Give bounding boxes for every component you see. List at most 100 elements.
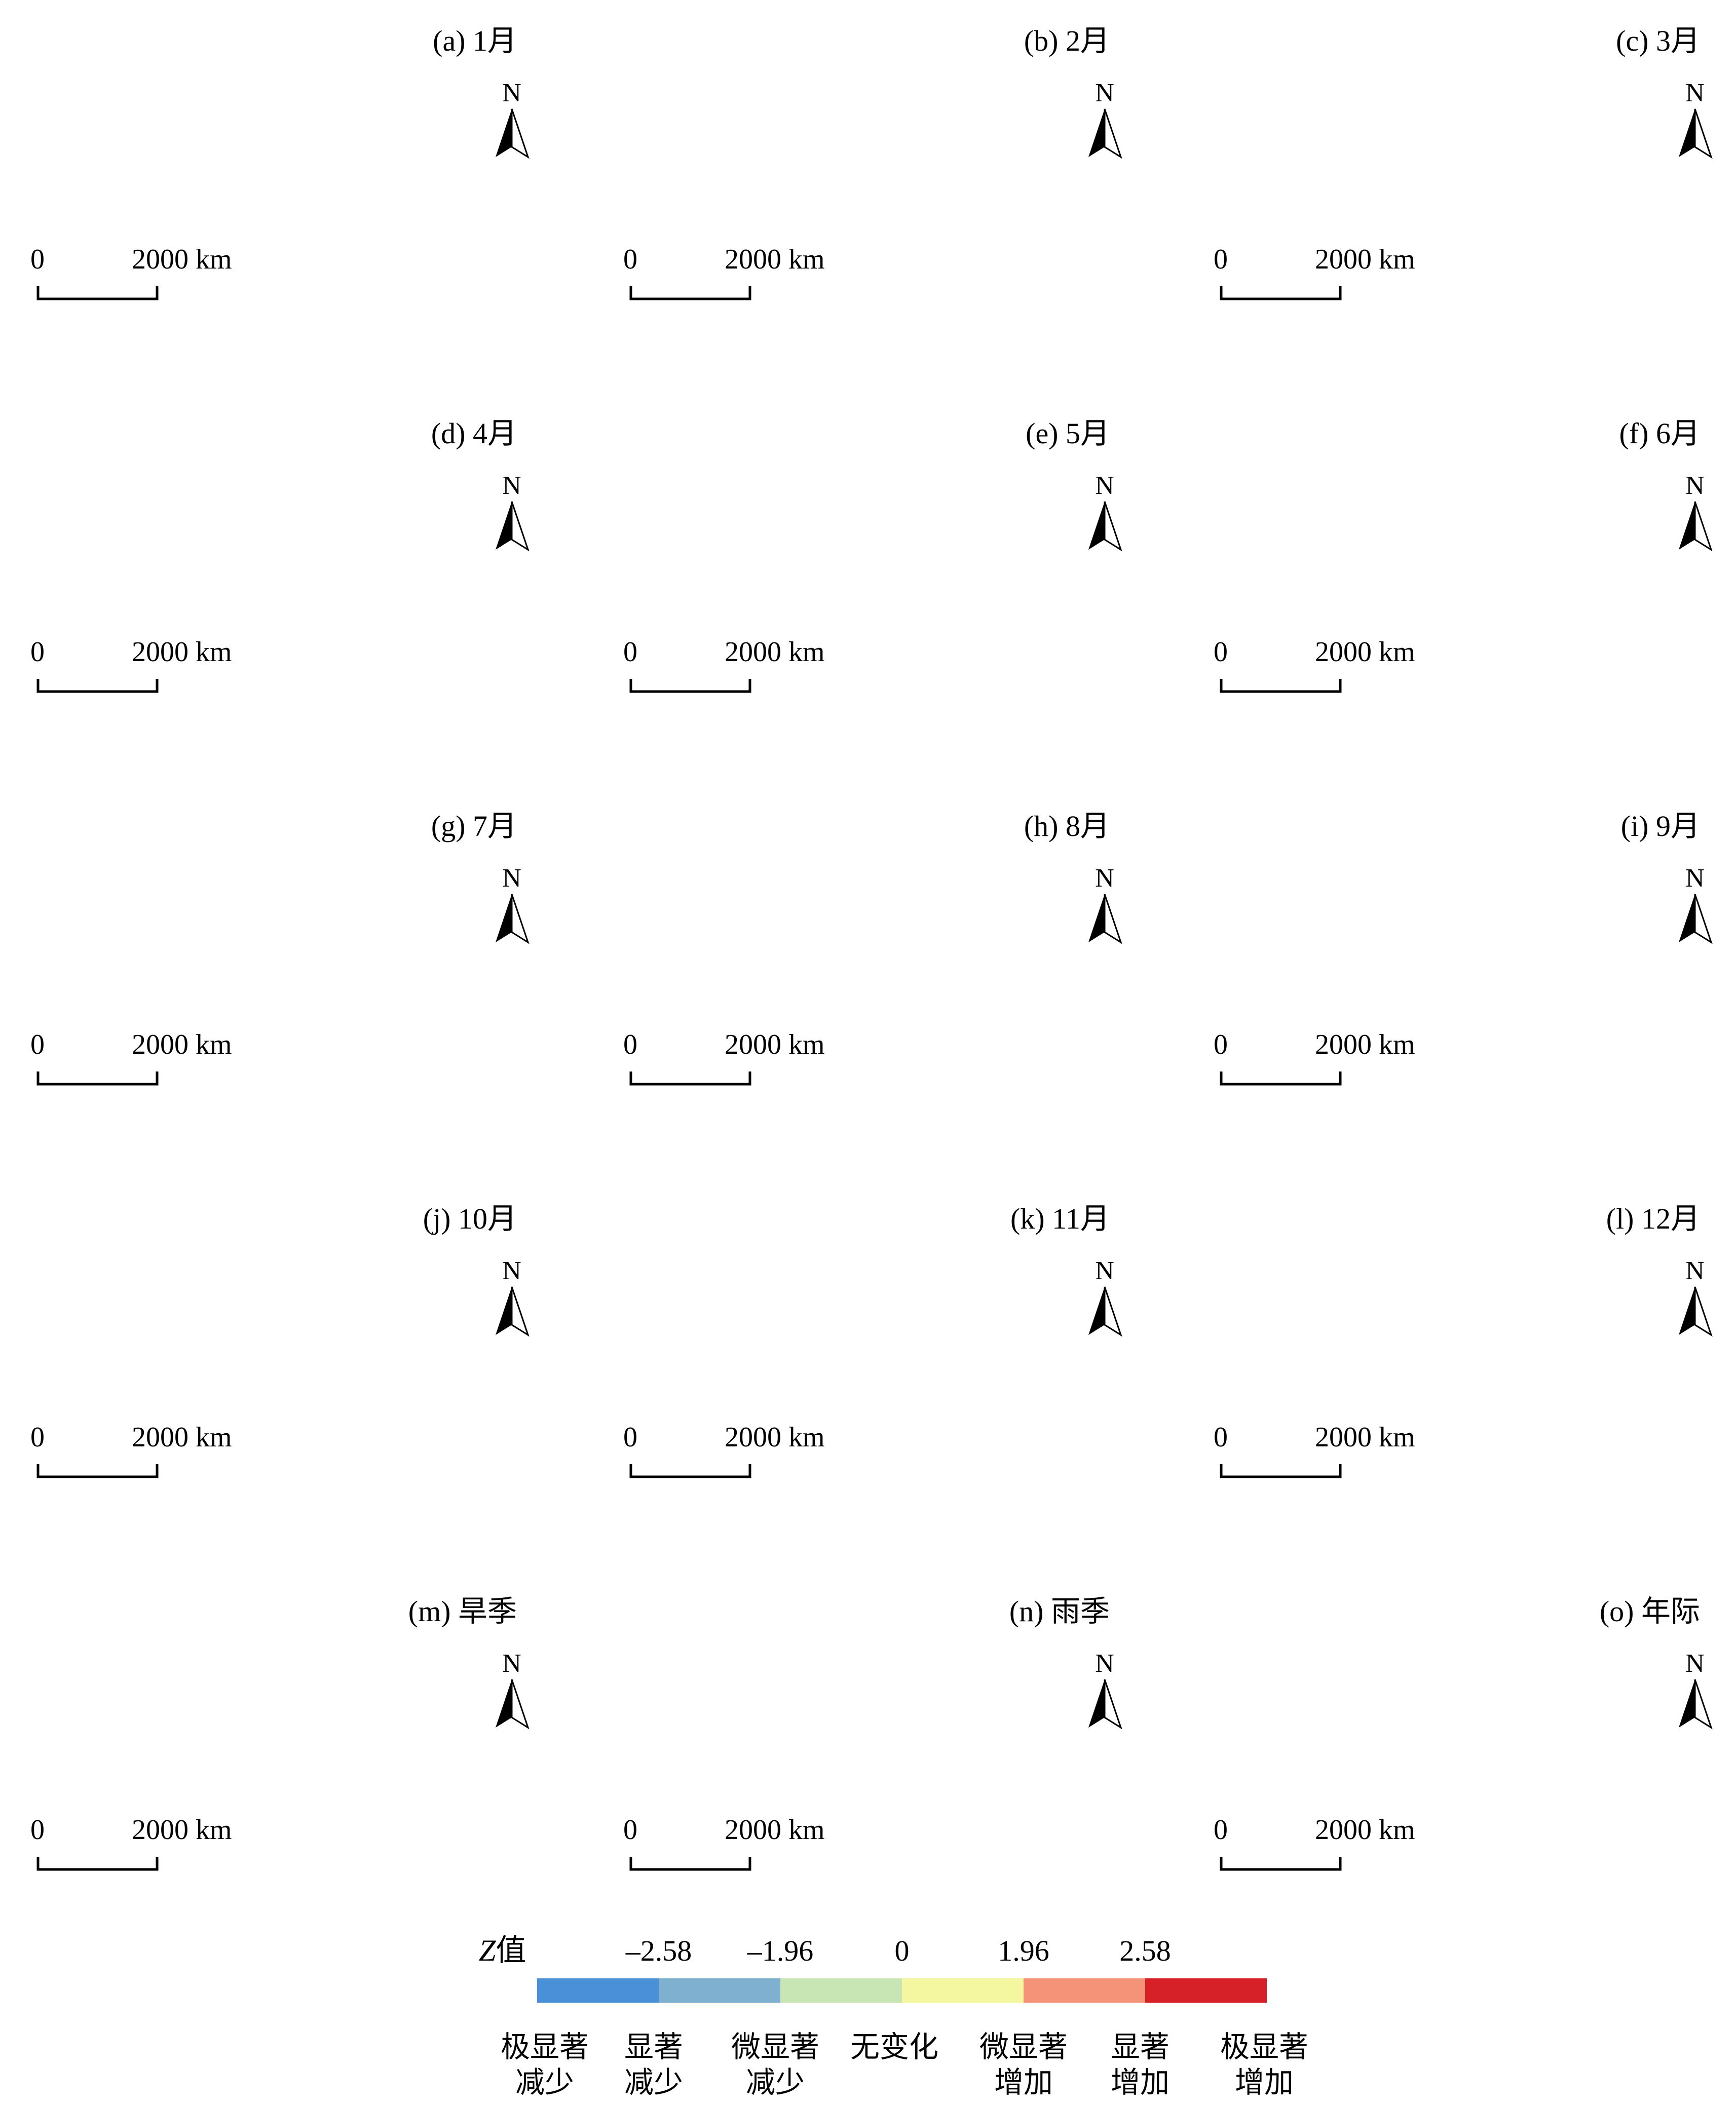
increase-hotspot [1400,1637,1470,1708]
increase-hotspot [351,975,422,1046]
decrease-hotspot [28,36,99,97]
increase-hotspot [254,857,325,929]
panel-label: (d) 4月 [431,417,517,450]
svg-text:0: 0 [1214,1029,1228,1060]
increase-hotspot [1534,975,1605,1046]
svg-text:0: 0 [1214,1422,1228,1453]
increase-hotspot [702,1651,773,1722]
map-panel: (j) 10月 N 0 2000 km [20,1202,548,1478]
svg-text:N: N [1685,864,1705,893]
decrease-hotspot [756,135,826,206]
scale-bar: 0 2000 km [623,636,825,693]
increase-hotspot [136,460,207,530]
svg-text:2000 km: 2000 km [132,636,232,668]
increase-hotspot [1238,36,1309,78]
increase-hotspot [944,1761,1014,1831]
increase-hotspot [378,176,448,247]
increase-hotspot [1576,1796,1648,1867]
increase-hotspot [648,429,719,476]
increase-hotspot [1292,852,1363,923]
svg-text:2000 km: 2000 km [1315,1422,1415,1453]
north-arrow-icon: N [1679,79,1713,159]
map-panels-grid: (a) 1月 N 0 2000 km (b) 2月 N 0 2000 km (c) 3月 N 0 20… [20,24,1731,1871]
increase-hotspot [613,1214,682,1247]
increase-hotspot [20,429,89,471]
map-panel: (d) 4月 N 0 2000 km [20,417,547,693]
decrease-hotspot [485,1011,548,1082]
decrease-hotspot [82,67,153,138]
svg-text:0: 0 [623,1029,637,1060]
map-panel: (f) 6月 N 0 2000 km [1203,417,1731,693]
svg-text:0: 0 [623,1814,637,1846]
svg-text:N: N [1095,864,1114,893]
increase-hotspot [944,583,1014,654]
decrease-hotspot [756,866,826,937]
scale-bar: 0 2000 km [30,244,232,300]
increase-hotspot [621,36,692,78]
decrease-hotspot [771,460,843,530]
svg-text:0: 0 [1214,1814,1228,1846]
map-panel: (a) 1月 N 0 2000 km [20,24,547,300]
decrease-hotspot [1078,1796,1141,1867]
panel-label: (o) 年际 [1600,1595,1700,1628]
svg-text:2000 km: 2000 km [725,1814,825,1846]
scale-bar: 0 2000 km [623,1814,825,1871]
legend-tick-label: 1.96 [998,1934,1049,1967]
increase-hotspot [1507,1368,1578,1439]
decrease-hotspot [458,610,529,681]
panel-label: (g) 7月 [431,810,517,843]
increase-hotspot [254,135,325,206]
svg-text:2000 km: 2000 km [1315,636,1415,668]
increase-hotspot [782,962,853,1032]
increase-hotspot [1319,1272,1390,1343]
scale-bar: 0 2000 km [1214,1029,1415,1086]
decrease-hotspot [1373,825,1444,896]
map-panel: (e) 5月 N 0 2000 km [613,417,1141,693]
increase-hotspot [216,838,287,909]
legend-tick-label: 0 [895,1934,910,1967]
decrease-hotspot [297,149,368,220]
increase-hotspot [1292,122,1363,193]
panel-label: (b) 2月 [1024,24,1110,57]
svg-text:0: 0 [623,1422,637,1453]
increase-hotspot [863,1258,934,1329]
increase-hotspot [729,446,800,517]
svg-text:2000 km: 2000 km [1315,1814,1415,1846]
increase-hotspot [1668,1003,1731,1074]
panel-label: (a) 1月 [433,24,517,57]
increase-hotspot [1453,879,1524,950]
scale-bar: 0 2000 km [623,244,825,300]
map-panel: (h) 8月 N 0 2000 km [613,810,1140,1086]
svg-text:N: N [502,1649,521,1678]
panel-label: (c) 3月 [1616,24,1700,57]
north-arrow-icon: N [1679,471,1713,552]
increase-hotspot [944,163,1014,234]
increase-hotspot [1078,1395,1141,1466]
svg-text:N: N [502,1256,521,1285]
legend-tick-label: 2.58 [1119,1934,1171,1967]
panel-label: (h) 8月 [1024,810,1110,843]
svg-text:2000 km: 2000 km [725,244,825,275]
north-arrow-icon: N [1088,471,1122,552]
decrease-hotspot [675,1231,746,1302]
svg-text:0: 0 [30,636,45,668]
decrease-hotspot [28,1606,99,1667]
map-panel: (k) 11月 N 0 2000 km [613,1202,1141,1478]
decrease-hotspot [782,1231,853,1302]
map-panel: (b) 2月 N 0 2000 km [613,24,1140,300]
increase-hotspot [1668,610,1731,681]
scale-bar: 0 2000 km [30,636,232,693]
decrease-hotspot [1265,1692,1336,1763]
svg-text:0: 0 [30,244,45,275]
north-arrow-icon: N [1088,79,1122,159]
svg-text:2000 km: 2000 km [1315,244,1415,275]
svg-text:N: N [502,471,521,500]
svg-text:2000 km: 2000 km [132,244,232,275]
scale-bar: 0 2000 km [623,1422,825,1478]
increase-hotspot [809,852,880,923]
legend-tick-label: –1.96 [747,1934,814,1967]
increase-hotspot [71,1214,142,1247]
increase-hotspot [1426,1245,1497,1316]
legend-swatch [902,1978,1024,2003]
